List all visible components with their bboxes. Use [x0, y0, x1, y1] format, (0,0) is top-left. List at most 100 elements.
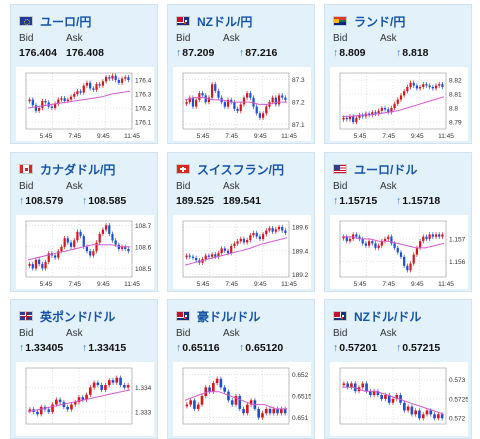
- rate-card[interactable]: ランド/円 Bid Ask ↑8.809 ↑8.818 8.82 8.81 8.8 8.79 5:…: [324, 4, 472, 144]
- ask-text: 0.57215: [402, 342, 441, 354]
- chart-background: [16, 67, 154, 141]
- candle-body: [89, 387, 92, 395]
- candle-body: [393, 103, 396, 108]
- currency-pair-link[interactable]: ランド/円: [354, 14, 406, 29]
- currency-pair-link[interactable]: ユーロ/ドル: [354, 162, 418, 177]
- ask-value: ↑108.585: [82, 195, 126, 207]
- card-header[interactable]: カナダドル/円: [19, 160, 115, 178]
- chart-container[interactable]: 108.7 108.6 108.5 5:45 7:45 9:45 11:45: [16, 215, 154, 289]
- candle-body: [195, 99, 198, 107]
- candle-body: [406, 265, 409, 271]
- candle-body: [73, 402, 77, 405]
- candle-body: [249, 93, 252, 98]
- currency-pair-link[interactable]: 英ポンド/ドル: [40, 309, 116, 324]
- candle-body: [431, 87, 434, 89]
- rate-card[interactable]: ユーロ/円 Bid Ask 176.404 176.408 176.4 176.3 176.2…: [10, 4, 158, 144]
- chart-container[interactable]: 87.3 87.2 87.1 5:45 7:45 9:45 11:45: [173, 67, 311, 141]
- bid-label: Bid: [333, 33, 348, 44]
- y-tick-label: 8.8: [449, 106, 458, 113]
- chart-container[interactable]: 1.334 1.333: [16, 362, 154, 436]
- up-arrow-icon: ↑: [396, 47, 402, 59]
- chart-container[interactable]: 189.6 189.4 189.2 5:45 7:45 9:45 11:45: [173, 215, 311, 289]
- candle-body: [395, 395, 399, 399]
- rate-card[interactable]: NZドル/円 Bid Ask ↑87.209 ↑87.216 87.3 87.2 87.1 5:…: [167, 4, 315, 144]
- ask-label: Ask: [223, 328, 240, 339]
- currency-pair-link[interactable]: NZドル/ドル: [354, 309, 422, 324]
- candle-body: [367, 241, 371, 246]
- candle-body: [69, 242, 73, 247]
- card-header[interactable]: スイスフラン/円: [176, 160, 284, 178]
- y-tick-label: 0.651: [292, 415, 309, 422]
- candle-body: [265, 230, 268, 235]
- candle-body: [364, 243, 368, 246]
- up-arrow-icon: ↑: [239, 47, 245, 59]
- candle-body: [281, 226, 284, 231]
- candle-body: [92, 88, 95, 90]
- candle-body: [371, 241, 374, 244]
- moving-average-line: [342, 96, 445, 117]
- rate-card[interactable]: ユーロ/ドル Bid Ask ↑1.15715 ↑1.15718 1.157 1.156 5:…: [324, 152, 472, 292]
- candle-body: [403, 402, 406, 411]
- candle-body: [41, 101, 44, 108]
- currency-pair-link[interactable]: スイスフラン/円: [197, 162, 284, 177]
- chart-container[interactable]: 8.82 8.81 8.8 8.79 5:45 7:45 9:45 11:45: [330, 67, 468, 141]
- rate-card[interactable]: カナダドル/円 Bid Ask ↑108.579 ↑108.585 108.7 108.6 1…: [10, 152, 158, 292]
- rate-card[interactable]: スイスフラン/円 Bid Ask 189.525 189.541 189.6 189.4 18…: [167, 152, 315, 292]
- plot-frame: [25, 72, 133, 130]
- y-tick-label: 108.6: [135, 244, 152, 251]
- candle-body: [258, 113, 262, 118]
- candle-body: [345, 117, 348, 120]
- candle-body: [73, 240, 76, 247]
- candle-body: [230, 99, 233, 103]
- x-tick-label: 11:45: [281, 281, 297, 288]
- candle-body: [353, 383, 357, 392]
- candle-body: [352, 116, 355, 122]
- candle-body: [358, 236, 361, 239]
- candle-body: [60, 98, 63, 100]
- price-chart-svg: 0.573 0.5725 0.572: [330, 362, 468, 436]
- rate-card[interactable]: 英ポンド/ドル Bid Ask ↑1.33405 ↑1.33415 1.334 1.333: [10, 299, 158, 439]
- card-header[interactable]: 英ポンド/ドル: [19, 307, 115, 325]
- candle-body: [77, 397, 81, 403]
- y-tick-label: 8.79: [449, 120, 462, 127]
- currency-pair-link[interactable]: ユーロ/円: [40, 14, 92, 29]
- candle-body: [200, 396, 204, 405]
- rate-card[interactable]: NZドル/ドル Bid Ask ↑0.57201 ↑0.57215 0.573 0.5725…: [324, 299, 472, 439]
- candle-body: [249, 400, 253, 405]
- y-tick-label: 1.156: [449, 259, 466, 266]
- card-header[interactable]: NZドル/円: [176, 12, 252, 30]
- chart-background: [330, 67, 468, 141]
- rate-card[interactable]: 豪ドル/ドル Bid Ask ↑0.65116 ↑0.65120 0.652 0.6515 0…: [167, 299, 315, 439]
- chart-container[interactable]: 1.157 1.156 5:45 7:45 9:45 11:45: [330, 215, 468, 289]
- candle-body: [185, 102, 188, 104]
- bid-label: Bid: [19, 328, 34, 339]
- card-header[interactable]: NZドル/ドル: [333, 307, 421, 325]
- currency-pair-link[interactable]: カナダドル/円: [40, 162, 116, 177]
- card-header[interactable]: ユーロ/円: [19, 12, 91, 30]
- candle-body: [348, 238, 352, 242]
- moving-average-line: [27, 389, 131, 413]
- candle-body: [53, 255, 57, 258]
- chart-container[interactable]: 0.573 0.5725 0.572: [330, 362, 468, 436]
- y-tick-label: 0.5725: [449, 396, 468, 403]
- candle-body: [115, 377, 119, 383]
- currency-pair-link[interactable]: 豪ドル/ドル: [197, 309, 261, 324]
- up-arrow-icon: ↑: [19, 195, 25, 207]
- currency-pair-link[interactable]: NZドル/円: [197, 14, 253, 29]
- candle-body: [212, 383, 215, 392]
- chart-container[interactable]: 176.4 176.3 176.2 176.1 5:45 7:45 9:45 11:45: [16, 67, 154, 141]
- candle-body: [95, 84, 98, 90]
- candle-body: [355, 117, 358, 122]
- candle-body: [96, 382, 100, 386]
- card-header[interactable]: ユーロ/ドル: [333, 160, 417, 178]
- chart-container[interactable]: 0.652 0.6515 0.651: [173, 362, 311, 436]
- candle-body: [384, 395, 387, 399]
- candle-body: [255, 232, 258, 237]
- candle-body: [124, 246, 127, 249]
- card-header[interactable]: 豪ドル/ドル: [176, 307, 260, 325]
- card-header[interactable]: ランド/円: [333, 12, 405, 30]
- y-tick-label: 189.6: [292, 224, 309, 231]
- x-tick-label: 5:45: [40, 133, 53, 140]
- candle-body: [66, 238, 69, 243]
- candle-body: [34, 259, 38, 269]
